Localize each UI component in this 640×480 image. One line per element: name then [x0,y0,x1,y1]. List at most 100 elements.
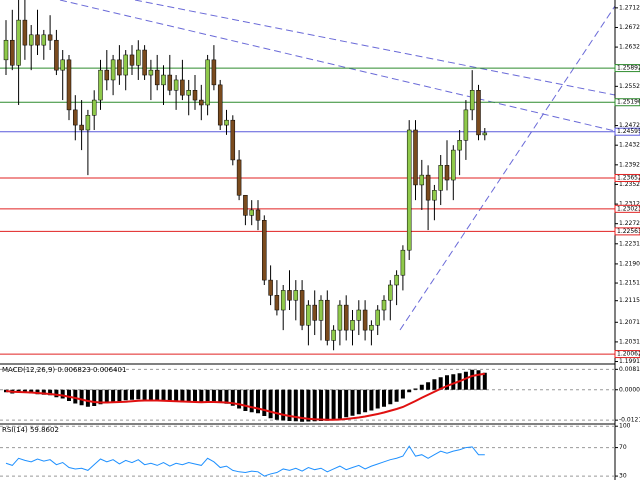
y-tick-label: 1.23920 [619,161,640,168]
candle-body [192,90,198,101]
level-tag [614,173,640,182]
level-tag [614,350,640,359]
macd-bar [300,389,305,422]
candle-body [79,124,84,131]
candle-body [463,109,469,141]
macd-bar [155,389,160,401]
macd-bar [256,389,260,414]
candle-body [369,324,374,331]
candle-body [98,69,103,101]
macd-bar [174,389,179,402]
macd-bar [243,389,248,411]
candle-body [10,39,15,66]
y-tick-label: -0.01216 [619,417,640,424]
macd-bar [394,389,399,402]
candle-body [312,304,317,321]
candle-body [236,159,242,196]
macd-bar [432,379,437,390]
y-tick-label: 1.23120 [619,201,640,208]
trendline [134,0,616,96]
candle-body [129,54,135,66]
candle-body [287,290,292,301]
macd-bar [60,389,65,399]
level-label: 1.23652 [617,174,640,181]
level-label: 1.23023 [617,205,640,212]
macd-bar [337,389,342,419]
candle-body [180,79,185,96]
macd-bar [249,389,254,413]
candle-body [230,119,236,161]
macd-bar [130,389,134,400]
candle-body [16,19,21,66]
macd-bar [274,389,279,420]
macd-bar [344,389,349,418]
candle-body [476,90,481,136]
candle-body [406,129,412,251]
macd-bar [230,389,235,406]
macd-bar [463,371,468,390]
candle-body [274,295,280,311]
level-label: 1.25196 [617,99,640,106]
macd-bar [224,389,229,404]
macd-bar [205,389,210,402]
candle-body [331,329,336,341]
candle-body [350,320,355,331]
candle-body [217,84,223,126]
candle-body [306,304,311,326]
macd-bar [73,389,78,404]
candle-body [28,34,34,46]
candle-body [444,165,450,181]
candle-body [249,209,254,216]
macd-bar [281,389,286,421]
candle-body [211,59,217,86]
candle-body [413,129,418,186]
macd-bar [98,389,103,405]
macd-bar [136,389,141,400]
y-tick-label: 1.21900 [619,260,640,267]
candle-body [425,174,431,201]
candle-body [60,59,65,71]
candle-body [85,115,91,131]
candle-body [381,299,387,311]
y-tick-label: 1.22310 [619,240,640,247]
macd-bar [199,389,204,403]
macd-bar [67,389,71,401]
macd-bar [388,389,393,405]
candle-body [438,165,443,191]
macd-bar [262,389,267,416]
macd-bar [41,389,46,395]
macd-bar [85,389,90,407]
candle-body [66,59,72,111]
macd-bar [237,389,242,409]
macd-bar [375,389,380,409]
level-label: 1.25892 [617,65,640,72]
macd-bar [312,389,317,422]
candle-body [224,119,229,126]
y-tick-label: 1.24320 [619,142,640,149]
candle-body [73,109,78,126]
candle-body [47,34,53,41]
y-tick-label: 1.21510 [619,280,640,287]
candle-body [243,194,248,216]
candle-body [91,99,97,116]
y-tick-label: 30 [619,473,627,480]
candle-body [343,304,349,331]
macd-bar [319,389,323,421]
level-tag [614,127,640,136]
level-label: 1.20062 [617,351,640,358]
candle-body [173,79,179,91]
macd-bar [407,389,412,393]
trendlines [59,0,616,331]
candle-body [136,49,141,66]
level-tag [614,227,640,236]
macd-bar [325,389,330,421]
macd-bar [186,389,191,403]
macd-bar [167,389,172,402]
candle-body [205,59,210,106]
candle-body [375,309,380,326]
candle-body [356,309,362,321]
macd-bar [148,389,153,401]
candle-body [325,299,330,341]
trendline [399,5,616,331]
macd-bar [104,389,109,403]
